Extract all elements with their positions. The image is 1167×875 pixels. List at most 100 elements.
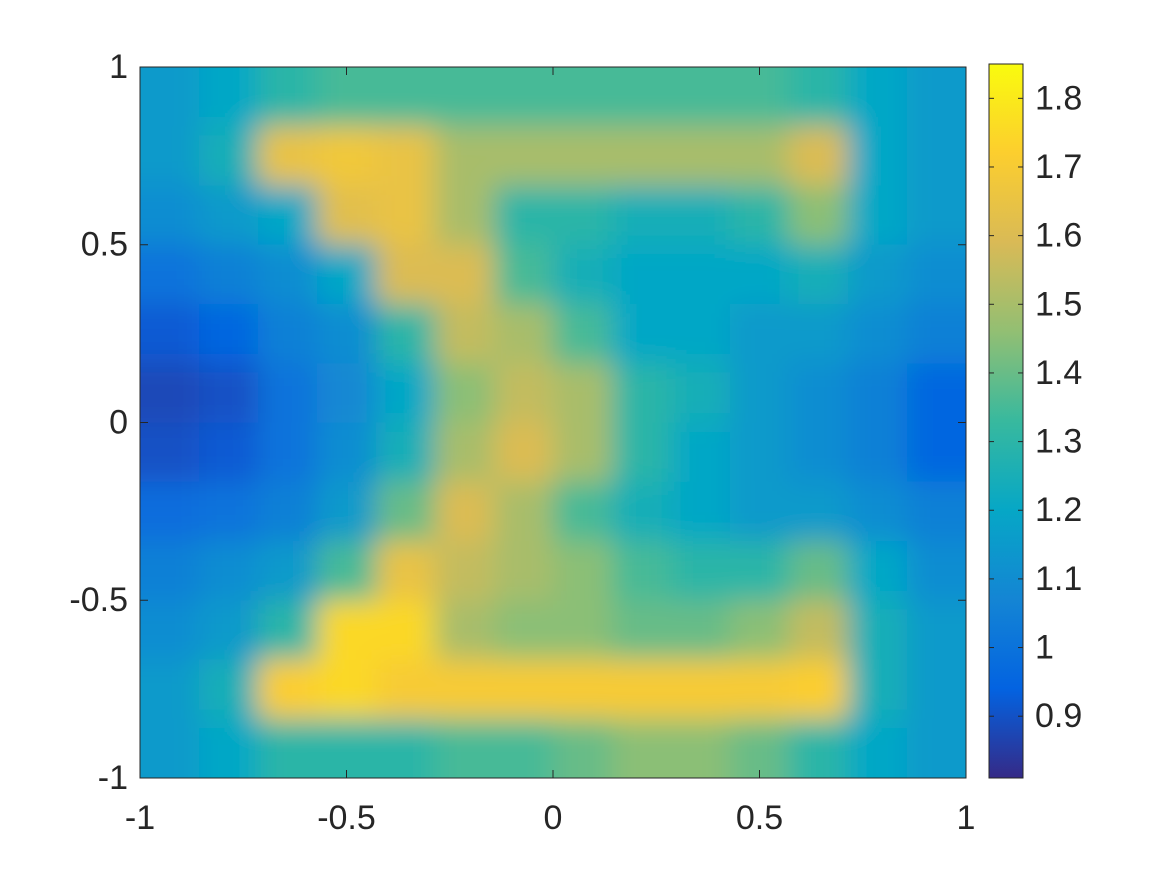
heat-cell — [848, 481, 908, 542]
heat-cell — [789, 541, 849, 601]
heat-cell — [435, 363, 495, 423]
heat-cell — [907, 126, 966, 186]
heat-cell — [907, 718, 966, 778]
colorbar-tick-label: 1 — [1035, 629, 1054, 667]
heat-cell — [376, 244, 436, 305]
heat-cell — [317, 481, 377, 542]
colorbar-tick-label: 0.9 — [1035, 697, 1082, 735]
heat-cell — [199, 67, 259, 127]
heat-cell — [730, 244, 790, 305]
heat-cell — [199, 304, 259, 364]
heat-cell — [789, 481, 849, 542]
heat-cell — [553, 304, 613, 364]
heat-cell — [317, 541, 377, 601]
heat-cell — [907, 363, 966, 423]
heat-cell — [258, 363, 318, 423]
heat-cell — [612, 185, 672, 246]
heat-cell — [376, 126, 436, 186]
heat-cell — [553, 67, 613, 127]
heat-cell — [494, 422, 554, 483]
heat-cell — [730, 363, 790, 423]
heat-cell — [907, 422, 966, 483]
heatmap — [140, 67, 966, 778]
heat-cell — [612, 541, 672, 601]
heat-cell — [730, 422, 790, 483]
heat-cell — [258, 422, 318, 483]
heat-cell — [553, 600, 613, 660]
heat-cell — [258, 244, 318, 305]
heat-cell — [612, 244, 672, 305]
heat-cell — [907, 185, 966, 246]
heat-cell — [553, 185, 613, 246]
heat-cell — [199, 659, 259, 720]
heat-cell — [907, 659, 966, 720]
heat-cell — [494, 244, 554, 305]
heat-cell — [140, 541, 200, 601]
heat-cell — [258, 718, 318, 778]
heat-cell — [435, 718, 495, 778]
heat-cell — [199, 185, 259, 246]
colorbar-tick-label: 1.7 — [1035, 148, 1082, 186]
heat-cell — [730, 600, 790, 660]
heat-cell — [612, 363, 672, 423]
heat-cell — [730, 541, 790, 601]
heat-cell — [494, 481, 554, 542]
heat-cell — [730, 481, 790, 542]
heat-cell — [612, 718, 672, 778]
x-tick-label: 0 — [544, 799, 563, 837]
heat-cell — [730, 718, 790, 778]
heat-cell — [671, 67, 731, 127]
heat-cell — [907, 541, 966, 601]
heat-cell — [789, 718, 849, 778]
heat-cell — [435, 541, 495, 601]
heat-cell — [376, 659, 436, 720]
heat-cell — [494, 185, 554, 246]
heat-cell — [317, 126, 377, 186]
heat-cell — [376, 67, 436, 127]
heat-cell — [671, 304, 731, 364]
heat-cell — [494, 363, 554, 423]
heat-cell — [317, 304, 377, 364]
y-tick-label: -0.5 — [69, 581, 128, 619]
heat-cell — [258, 67, 318, 127]
heat-cell — [258, 126, 318, 186]
heat-cell — [435, 185, 495, 246]
heat-cell — [848, 304, 908, 364]
heat-cell — [376, 718, 436, 778]
heat-cell — [730, 126, 790, 186]
y-tick-label: 1 — [109, 48, 128, 86]
heat-cell — [848, 659, 908, 720]
heat-cell — [848, 244, 908, 305]
heat-cell — [258, 304, 318, 364]
heat-cell — [317, 244, 377, 305]
heat-cell — [553, 718, 613, 778]
heat-cell — [140, 422, 200, 483]
heat-cell — [789, 659, 849, 720]
heat-cell — [140, 600, 200, 660]
heat-cell — [671, 718, 731, 778]
heat-cell — [435, 481, 495, 542]
heat-cell — [848, 718, 908, 778]
heat-cell — [494, 304, 554, 364]
heat-cell — [140, 659, 200, 720]
heat-cell — [317, 600, 377, 660]
heat-cell — [553, 363, 613, 423]
heat-cell — [671, 126, 731, 186]
heat-cell — [140, 244, 200, 305]
heat-cell — [907, 304, 966, 364]
heat-cell — [612, 304, 672, 364]
heat-cell — [612, 422, 672, 483]
heat-cell — [494, 718, 554, 778]
y-tick-label: 0.5 — [81, 226, 128, 264]
heat-cell — [848, 126, 908, 186]
heat-cell — [553, 541, 613, 601]
heat-cell — [376, 422, 436, 483]
heat-cell — [789, 126, 849, 186]
heat-cell — [199, 422, 259, 483]
heat-cell — [907, 67, 966, 127]
heat-cell — [730, 304, 790, 364]
heat-cell — [553, 659, 613, 720]
heat-cell — [848, 600, 908, 660]
colorbar-tick-label: 1.3 — [1035, 423, 1082, 461]
